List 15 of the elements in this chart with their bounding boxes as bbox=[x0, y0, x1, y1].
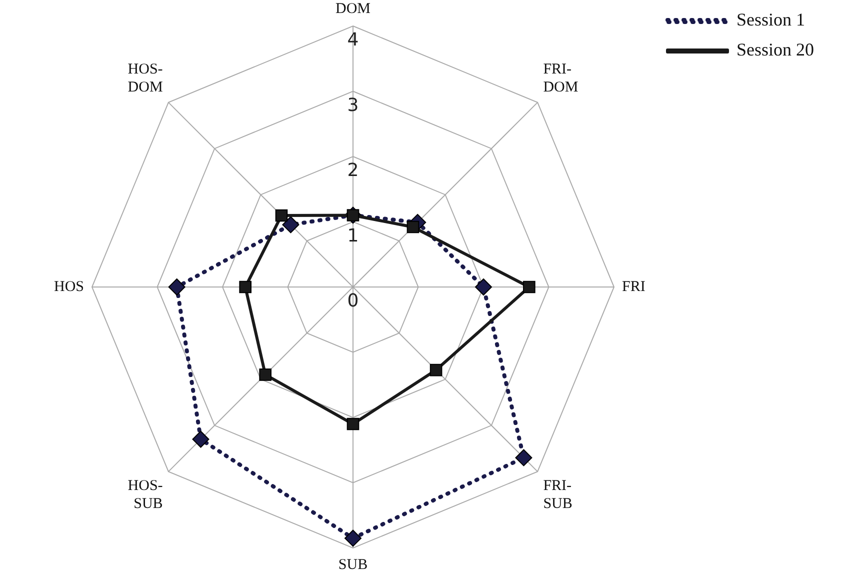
spoke-label: DOM bbox=[335, 0, 371, 17]
y-tick-label: 0 bbox=[347, 290, 359, 312]
legend-label: Session 1 bbox=[736, 10, 806, 30]
y-tick-label: 1 bbox=[347, 225, 359, 246]
y-tick-label: 2 bbox=[347, 160, 359, 182]
spoke-label: HOS-DOM bbox=[128, 62, 163, 96]
y-tick-label: 4 bbox=[347, 30, 359, 51]
spoke-label: FRI-DOM bbox=[543, 62, 578, 96]
y-tick-label: 3 bbox=[347, 94, 359, 116]
spoke-label: FRI bbox=[622, 278, 646, 295]
spoke-label: SUB bbox=[338, 556, 368, 573]
spoke-label: HOS-SUB bbox=[128, 478, 163, 512]
spoke-label: HOS bbox=[54, 278, 84, 295]
spoke-label: FRI-SUB bbox=[543, 478, 572, 512]
legend-label: Session 20 bbox=[736, 40, 814, 60]
